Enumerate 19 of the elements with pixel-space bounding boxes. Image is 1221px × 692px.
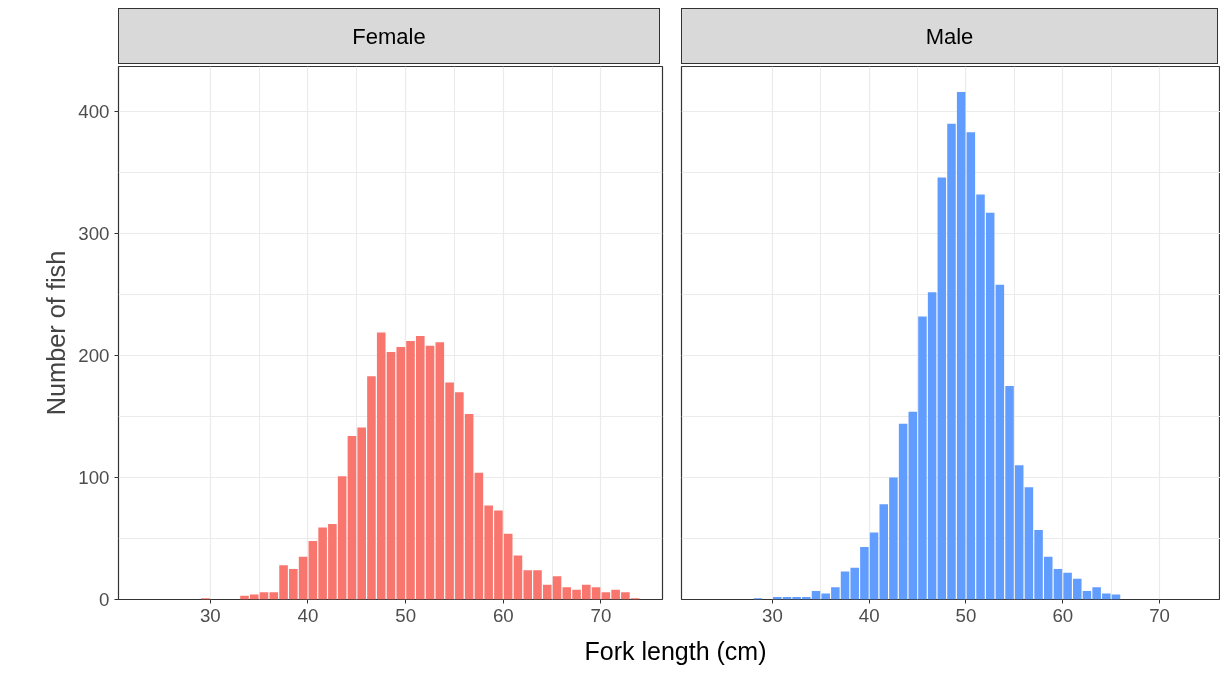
- chart-title: Male: [925, 23, 974, 51]
- chart-title: Female: [352, 23, 426, 51]
- x-tick-label: 40: [297, 604, 319, 626]
- y-tick-label: 200: [78, 345, 110, 367]
- x-tick-label: 60: [492, 604, 514, 626]
- x-tick-label: 50: [955, 604, 977, 626]
- x-tick-label: 40: [858, 604, 880, 626]
- x-axis-title: Fork length (cm): [584, 636, 767, 667]
- y-tick-label: 300: [78, 223, 110, 245]
- y-tick-label: 400: [78, 101, 110, 123]
- x-tick-label: 30: [762, 604, 783, 626]
- y-tick-label: 100: [78, 467, 110, 489]
- x-tick-label: 60: [1052, 604, 1074, 626]
- y-axis-title: Number of fish: [42, 250, 71, 416]
- x-tick-label: 30: [199, 604, 221, 626]
- x-tick-label: 70: [1149, 604, 1170, 626]
- x-tick-label: 70: [590, 604, 612, 626]
- y-tick-label: 0: [99, 589, 110, 610]
- x-tick-label: 50: [395, 604, 417, 626]
